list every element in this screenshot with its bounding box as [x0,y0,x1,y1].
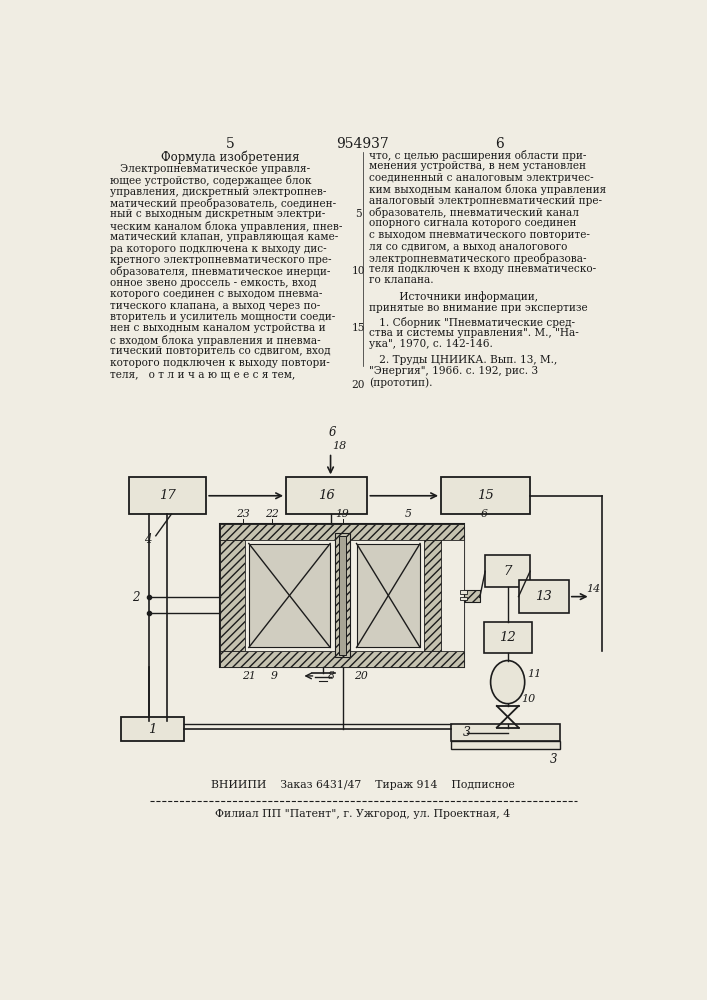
Text: 3: 3 [549,753,557,766]
Text: принятые во внимание при экспертизе: принятые во внимание при экспертизе [369,303,588,313]
Text: онное звено дроссель - емкость, вход: онное звено дроссель - емкость, вход [110,278,317,288]
Bar [460,597,467,600]
Bar [451,724,559,741]
Bar [121,717,185,741]
Bar [129,477,206,514]
Text: 23: 23 [237,509,250,519]
Bar [441,477,530,514]
Text: что, с целью расширения области при-: что, с целью расширения области при- [369,150,586,161]
Text: теля подключен к входу пневматическо-: теля подключен к входу пневматическо- [369,264,596,274]
Bar [424,540,441,651]
Text: 14: 14 [586,584,600,594]
Text: нен с выходным каналом устройства и: нен с выходным каналом устройства и [110,323,326,333]
Text: 1. Сборник "Пневматические сред-: 1. Сборник "Пневматические сред- [369,317,575,328]
Text: 3: 3 [462,726,471,739]
Text: аналоговый электропневматический пре-: аналоговый электропневматический пре- [369,196,602,206]
Text: 6: 6 [495,137,503,151]
Text: ющее устройство, содержащее блок: ющее устройство, содержащее блок [110,175,312,186]
Text: 6: 6 [480,509,487,519]
Bar [460,590,467,594]
Bar [451,741,559,749]
Text: соединенный с аналоговым электричес-: соединенный с аналоговым электричес- [369,173,594,183]
Bar [220,540,245,651]
Text: ный с выходным дискретным электри-: ный с выходным дискретным электри- [110,209,325,219]
Text: ВНИИПИ    Заказ 6431/47    Тираж 914    Подписное: ВНИИПИ Заказ 6431/47 Тираж 914 Подписное [211,780,515,790]
Text: управления, дискретный электропнев-: управления, дискретный электропнев- [110,187,327,197]
Bar [249,544,330,647]
Text: 10: 10 [351,266,365,276]
Text: 19: 19 [336,509,349,519]
Text: 22: 22 [265,509,279,519]
Text: ука", 1970, с. 142-146.: ука", 1970, с. 142-146. [369,339,493,349]
Text: 6: 6 [328,426,336,439]
Text: матический преобразователь, соединен-: матический преобразователь, соединен- [110,198,337,209]
Bar [485,555,530,587]
Text: 20: 20 [354,671,368,681]
Ellipse shape [491,661,525,704]
Text: Источники информации,: Источники информации, [369,291,538,302]
Text: 8: 8 [328,671,335,681]
Text: теля,   о т л и ч а ю щ е е с я тем,: теля, о т л и ч а ю щ е е с я тем, [110,369,296,379]
Text: 954937: 954937 [337,137,389,151]
Text: которого подключен к выходу повтори-: которого подключен к выходу повтори- [110,358,330,368]
Text: менения устройства, в нем установлен: менения устройства, в нем установлен [369,161,586,171]
Text: 13: 13 [535,590,552,603]
Text: 1: 1 [148,723,157,736]
Text: с выходом пневматического повторите-: с выходом пневматического повторите- [369,230,590,240]
Text: вторитель и усилитель мощности соеди-: вторитель и усилитель мощности соеди- [110,312,335,322]
Text: 11: 11 [527,669,542,679]
Text: "Энергия", 1966. с. 192, рис. 3: "Энергия", 1966. с. 192, рис. 3 [369,366,538,376]
Text: ким выходным каналом блока управления: ким выходным каналом блока управления [369,184,606,195]
Text: ра которого подключена к выходу дис-: ра которого подключена к выходу дис- [110,244,327,254]
Bar [464,590,480,602]
Text: образователь, пневматический канал: образователь, пневматический канал [369,207,579,218]
Text: 7: 7 [503,565,512,578]
Text: кретного электропневматического пре-: кретного электропневматического пре- [110,255,332,265]
Text: опорного сигнала которого соединен: опорного сигнала которого соединен [369,218,576,228]
Text: ства и системы управления". М., "На-: ства и системы управления". М., "На- [369,328,578,338]
Text: матический клапан, управляющая каме-: матический клапан, управляющая каме- [110,232,339,242]
Bar [335,533,351,657]
Text: 2: 2 [132,591,139,604]
Text: 20: 20 [351,380,365,390]
Text: образователя, пневматическое инерци-: образователя, пневматическое инерци- [110,266,330,277]
Text: тический повторитель со сдвигом, вход: тический повторитель со сдвигом, вход [110,346,331,356]
Text: 5: 5 [355,209,361,219]
Text: 16: 16 [318,489,335,502]
Text: 15: 15 [351,323,365,333]
Text: с входом блока управления и пневма-: с входом блока управления и пневма- [110,335,321,346]
Text: 2. Труды ЦНИИКА. Вып. 13, М.,: 2. Труды ЦНИИКА. Вып. 13, М., [369,355,557,365]
Text: тического клапана, а выход через по-: тического клапана, а выход через по- [110,301,320,311]
Text: го клапана.: го клапана. [369,275,433,285]
Text: 21: 21 [242,671,256,681]
Text: которого соединен с выходом пневма-: которого соединен с выходом пневма- [110,289,322,299]
Text: 17: 17 [159,489,176,502]
Text: (прототип).: (прототип). [369,377,433,388]
Bar [484,622,532,653]
Text: ля со сдвигом, а выход аналогового: ля со сдвигом, а выход аналогового [369,241,567,251]
Text: 10: 10 [522,694,536,704]
Text: Формула изобретения: Формула изобретения [161,150,300,164]
Text: 9: 9 [270,671,277,681]
Bar [518,580,569,613]
Bar [245,540,464,651]
Text: Электропневматическое управля-: Электропневматическое управля- [110,164,310,174]
Bar [220,651,464,667]
Text: 5: 5 [226,137,235,151]
Text: электропневматического преобразова-: электропневматического преобразова- [369,253,586,264]
Text: 18: 18 [332,441,346,451]
Bar [339,536,346,655]
Bar [220,524,464,667]
Bar [286,477,368,514]
Text: ческим каналом блока управления, пнев-: ческим каналом блока управления, пнев- [110,221,342,232]
Bar [356,544,420,647]
Text: 4: 4 [144,533,152,546]
Text: 15: 15 [477,489,494,502]
Text: 5: 5 [405,509,412,519]
Bar [220,524,464,540]
Text: 12: 12 [499,631,516,644]
Text: Филиал ПП "Патент", г. Ужгород, ул. Проектная, 4: Филиал ПП "Патент", г. Ужгород, ул. Прое… [215,809,510,819]
